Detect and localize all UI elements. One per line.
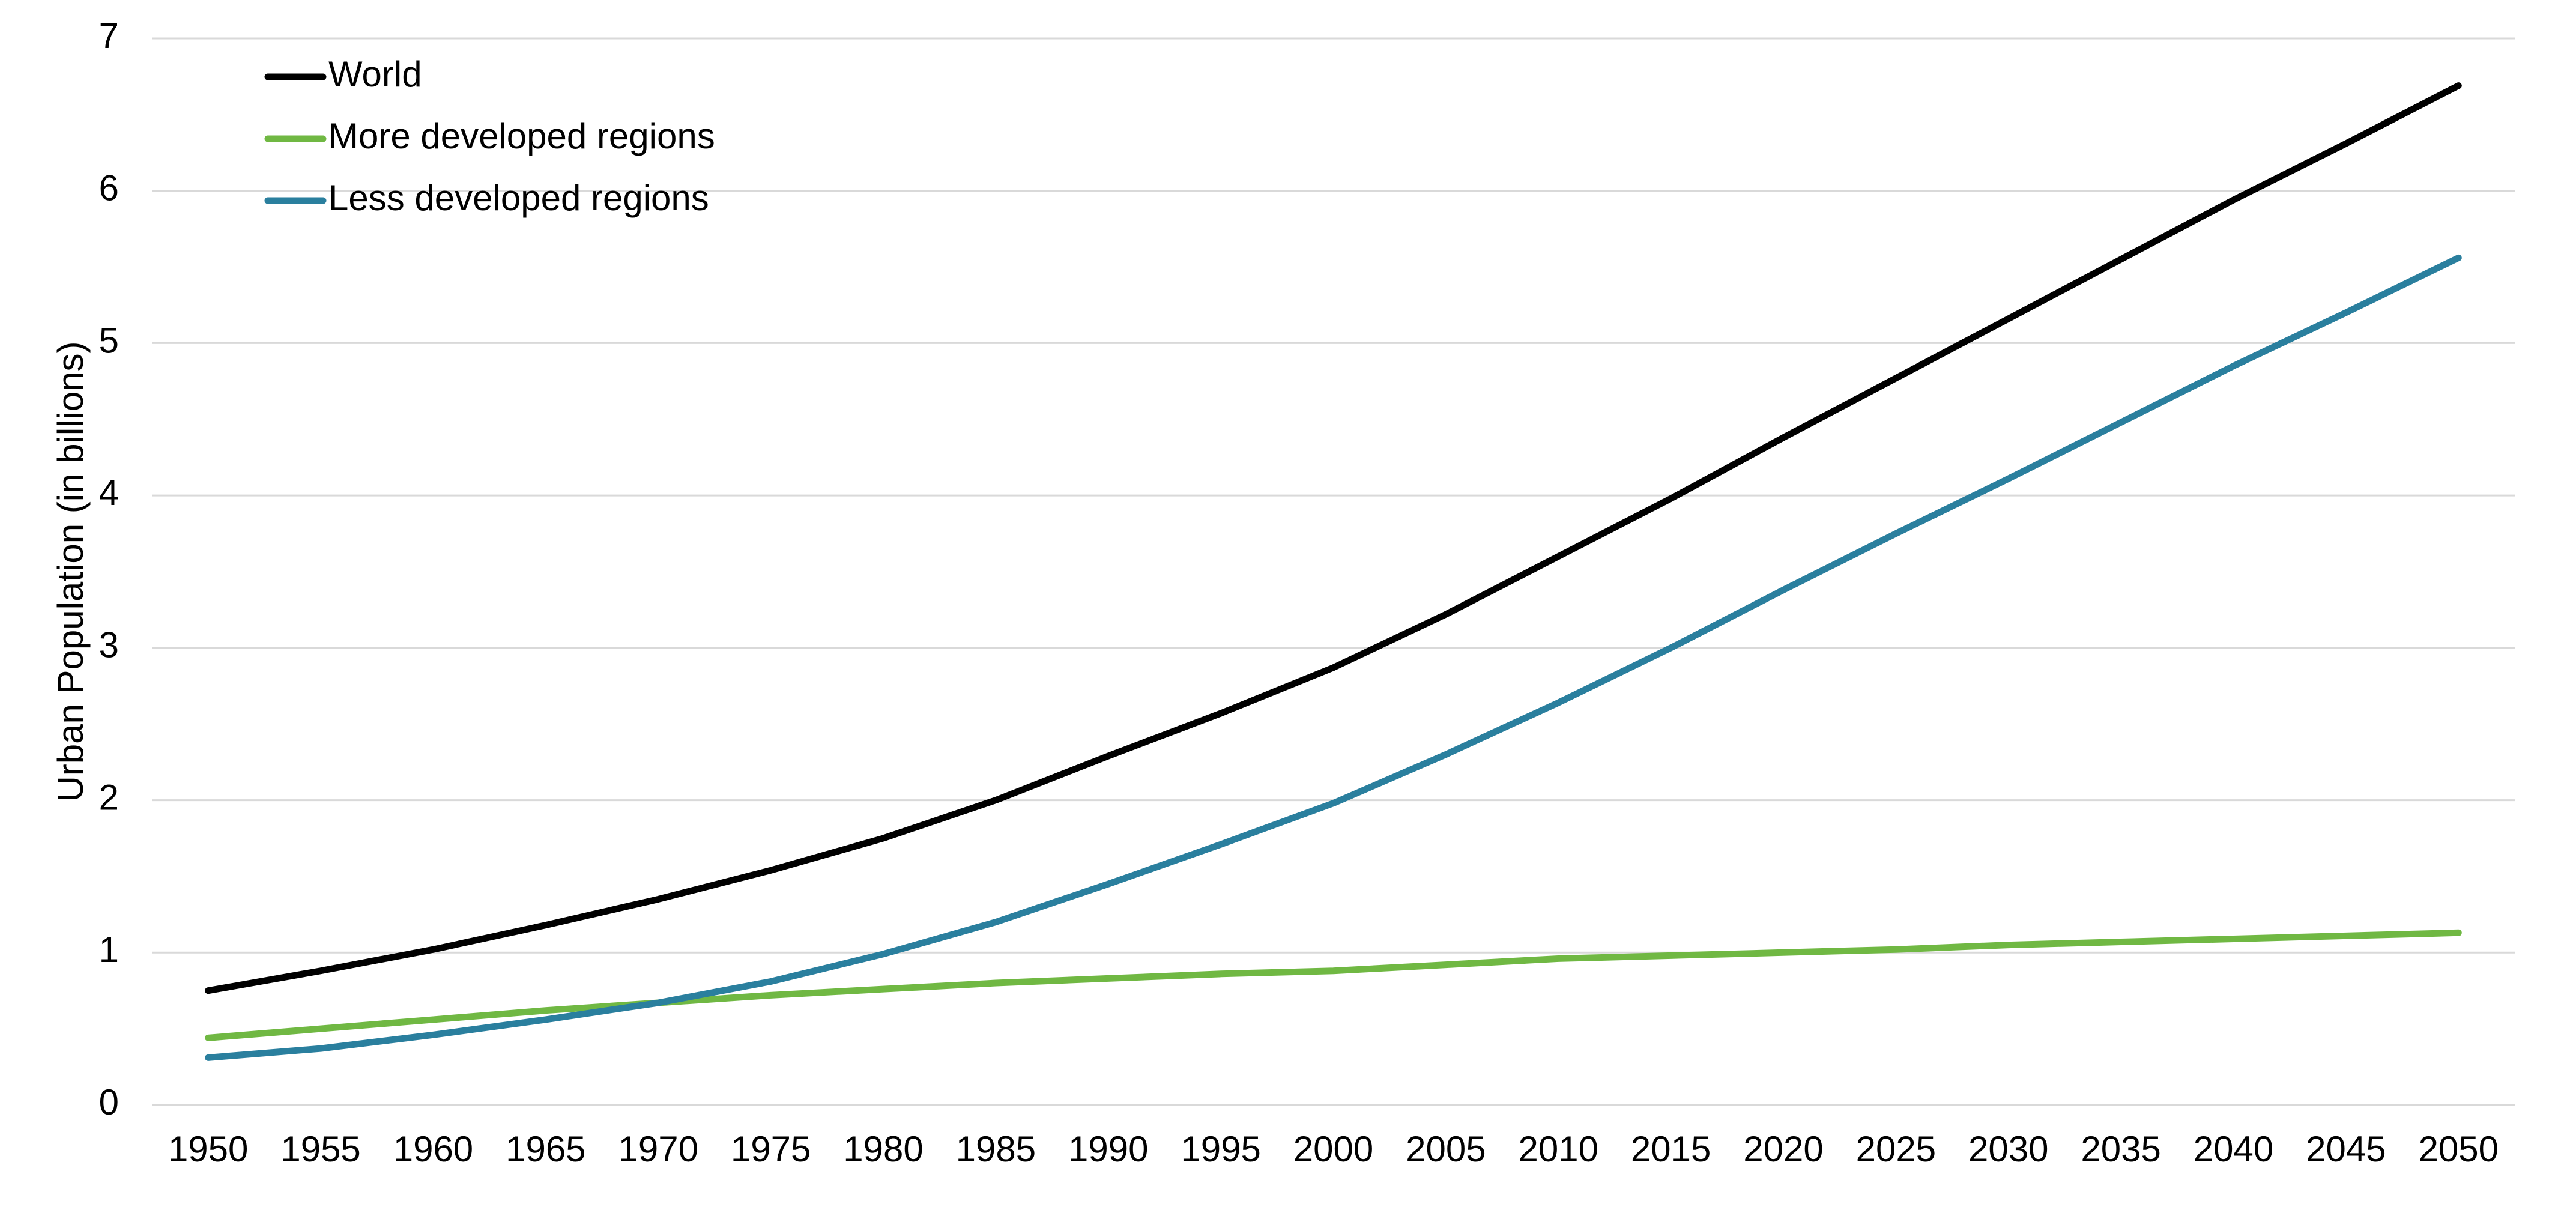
x-tick-label: 1975: [731, 1129, 811, 1169]
x-tick-label: 2030: [1968, 1129, 2048, 1169]
y-axis-title: Urban Population (in billions): [50, 341, 91, 802]
x-tick-label: 2040: [2194, 1129, 2273, 1169]
x-tick-label: 2020: [1743, 1129, 1823, 1169]
y-tick-label: 3: [99, 625, 119, 665]
x-tick-label: 1950: [168, 1129, 248, 1169]
x-tick-label: 1985: [956, 1129, 1036, 1169]
x-tick-label: 2000: [1293, 1129, 1373, 1169]
x-tick-label: 2050: [2419, 1129, 2499, 1169]
x-tick-label: 1955: [280, 1129, 360, 1169]
x-tick-label: 2045: [2306, 1129, 2386, 1169]
series-line: [205, 82, 2462, 994]
y-tick-label: 5: [99, 320, 119, 360]
x-tick-label: 2005: [1406, 1129, 1486, 1169]
y-tick-label: 0: [99, 1082, 119, 1122]
x-tick-label: 1965: [506, 1129, 585, 1169]
x-tick-label: 2015: [1631, 1129, 1711, 1169]
y-tick-label: 1: [99, 930, 119, 970]
legend-label: World: [328, 54, 422, 94]
legend-label: More developed regions: [328, 116, 715, 156]
x-tick-label: 1990: [1068, 1129, 1148, 1169]
x-tick-label: 2035: [2081, 1129, 2160, 1169]
x-tick-label: 2025: [1856, 1129, 1936, 1169]
series-line: [205, 929, 2462, 1041]
y-tick-label: 7: [99, 16, 119, 56]
y-tick-label: 2: [99, 777, 119, 817]
x-tick-label: 2010: [1519, 1129, 1598, 1169]
x-tick-label: 1980: [843, 1129, 923, 1169]
y-tick-label: 6: [99, 168, 119, 208]
x-tick-label: 1960: [393, 1129, 473, 1169]
legend-label: Less developed regions: [328, 178, 709, 218]
x-tick-label: 1970: [618, 1129, 698, 1169]
x-tick-label: 1995: [1181, 1129, 1260, 1169]
series-line: [205, 254, 2462, 1061]
y-tick-label: 4: [99, 473, 119, 513]
